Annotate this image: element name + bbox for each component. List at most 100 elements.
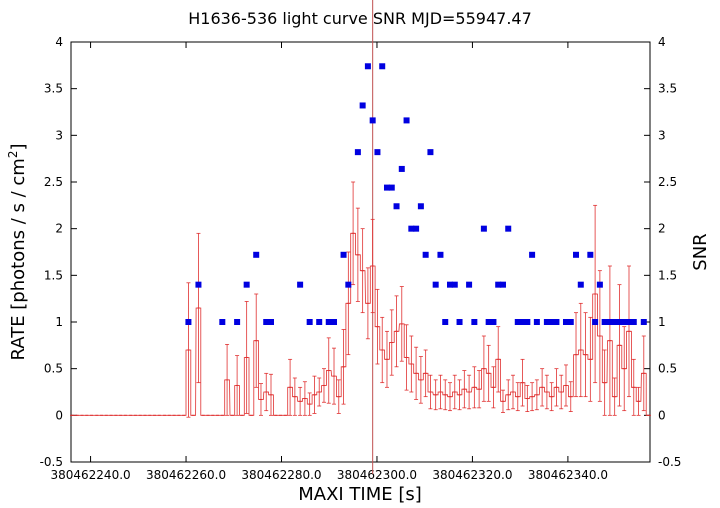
snr-point: [398, 165, 405, 172]
rate-point: [418, 356, 423, 404]
rate-point: [443, 379, 448, 411]
y-axis-left-title: RATE [photons / s / cm2]: [6, 143, 29, 360]
rate-point: [326, 337, 331, 404]
snr-point: [471, 319, 478, 325]
snr-point: [427, 149, 434, 156]
y-tick-label-left: 1: [55, 315, 63, 329]
snr-point: [485, 319, 492, 325]
y-tick-label-left: 0.5: [44, 362, 63, 376]
y-tick-label-left: 1.5: [44, 268, 63, 282]
snr-point: [573, 251, 580, 258]
snr-point: [369, 117, 376, 124]
rate-point: [481, 335, 486, 402]
y-tick-label-right: -0.5: [658, 455, 681, 469]
x-tick-label: 380462280.0: [241, 468, 321, 482]
snr-point: [451, 281, 458, 288]
snr-point: [505, 225, 512, 232]
rate-point: [583, 312, 588, 398]
snr-point: [417, 203, 424, 210]
rate-point: [534, 379, 539, 411]
snr-point: [621, 319, 628, 325]
y-axis-left-title-main: RATE [photons / s / cm: [8, 158, 29, 360]
x-tick-label: 380462260.0: [146, 468, 226, 482]
snr-point: [388, 184, 395, 191]
rate-point: [563, 364, 568, 407]
rate-point: [540, 368, 545, 407]
rate-point: [346, 251, 351, 356]
rate-point: [365, 267, 370, 340]
snr-point: [219, 319, 226, 325]
rate-point: [612, 377, 617, 416]
rate-point: [409, 335, 414, 393]
snr-point: [543, 319, 550, 325]
rate-point: [312, 375, 317, 414]
rate-point: [530, 382, 535, 412]
snr-point: [514, 319, 521, 325]
rate-point: [269, 373, 274, 416]
y-axis-left-title-sup: 2: [6, 151, 20, 159]
rate-point: [607, 265, 612, 416]
rate-point: [332, 347, 337, 405]
rate-point: [597, 270, 602, 402]
snr-point: [562, 319, 569, 325]
y-tick-label-left: 3: [55, 128, 63, 142]
y-tick-label-right: 0.5: [658, 362, 677, 376]
snr-point: [519, 319, 526, 325]
rate-point: [568, 381, 573, 413]
rate-point: [559, 374, 564, 410]
rate-point: [602, 349, 607, 416]
y-tick-label-right: 3: [658, 128, 666, 142]
rate-point: [351, 181, 356, 286]
rate-point: [486, 344, 491, 402]
rate-point: [525, 385, 530, 413]
rate-point: [186, 282, 191, 418]
snr-point: [359, 102, 366, 109]
rate-point: [380, 316, 385, 384]
snr-point: [601, 319, 608, 325]
rate-point: [341, 329, 346, 405]
rate-series: [70, 181, 651, 418]
rate-point: [452, 374, 457, 410]
rate-point: [292, 377, 297, 416]
snr-point: [413, 225, 420, 232]
snr-point: [316, 319, 323, 325]
snr-point: [234, 319, 241, 325]
rate-point: [500, 389, 505, 413]
snr-point: [490, 319, 497, 325]
rate-point: [264, 372, 269, 412]
snr-point: [306, 319, 313, 325]
snr-point: [596, 281, 603, 288]
snr-point: [393, 203, 400, 210]
y-tick-label-left: 2: [55, 222, 63, 236]
rate-point: [404, 324, 409, 391]
x-tick-label: 380462240.0: [50, 468, 130, 482]
rate-point: [626, 265, 631, 398]
rate-point: [428, 374, 433, 410]
rate-point: [235, 355, 240, 416]
rate-point: [384, 330, 389, 388]
y-tick-label-left: 3.5: [44, 82, 63, 96]
snr-point: [616, 319, 623, 325]
snr-point: [524, 319, 531, 325]
y-tick-label-right: 0: [658, 408, 666, 422]
rate-point: [302, 381, 307, 416]
rate-point: [574, 312, 579, 398]
rate-point: [433, 379, 438, 411]
rate-point: [472, 366, 477, 409]
snr-point: [195, 281, 202, 288]
rate-point: [491, 366, 496, 409]
x-axis-title: MAXI TIME [s]: [298, 484, 422, 504]
snr-point: [625, 319, 632, 325]
rate-point: [298, 386, 303, 416]
rate-point: [370, 218, 375, 314]
rate-point: [288, 358, 293, 416]
rate-point: [641, 335, 646, 412]
snr-point: [383, 184, 390, 191]
y-tick-label-right: 2.5: [658, 175, 677, 189]
snr-point: [548, 319, 555, 325]
rate-point: [196, 232, 201, 384]
rate-point: [520, 358, 525, 407]
rate-point: [636, 386, 641, 416]
snr-point: [456, 319, 463, 325]
